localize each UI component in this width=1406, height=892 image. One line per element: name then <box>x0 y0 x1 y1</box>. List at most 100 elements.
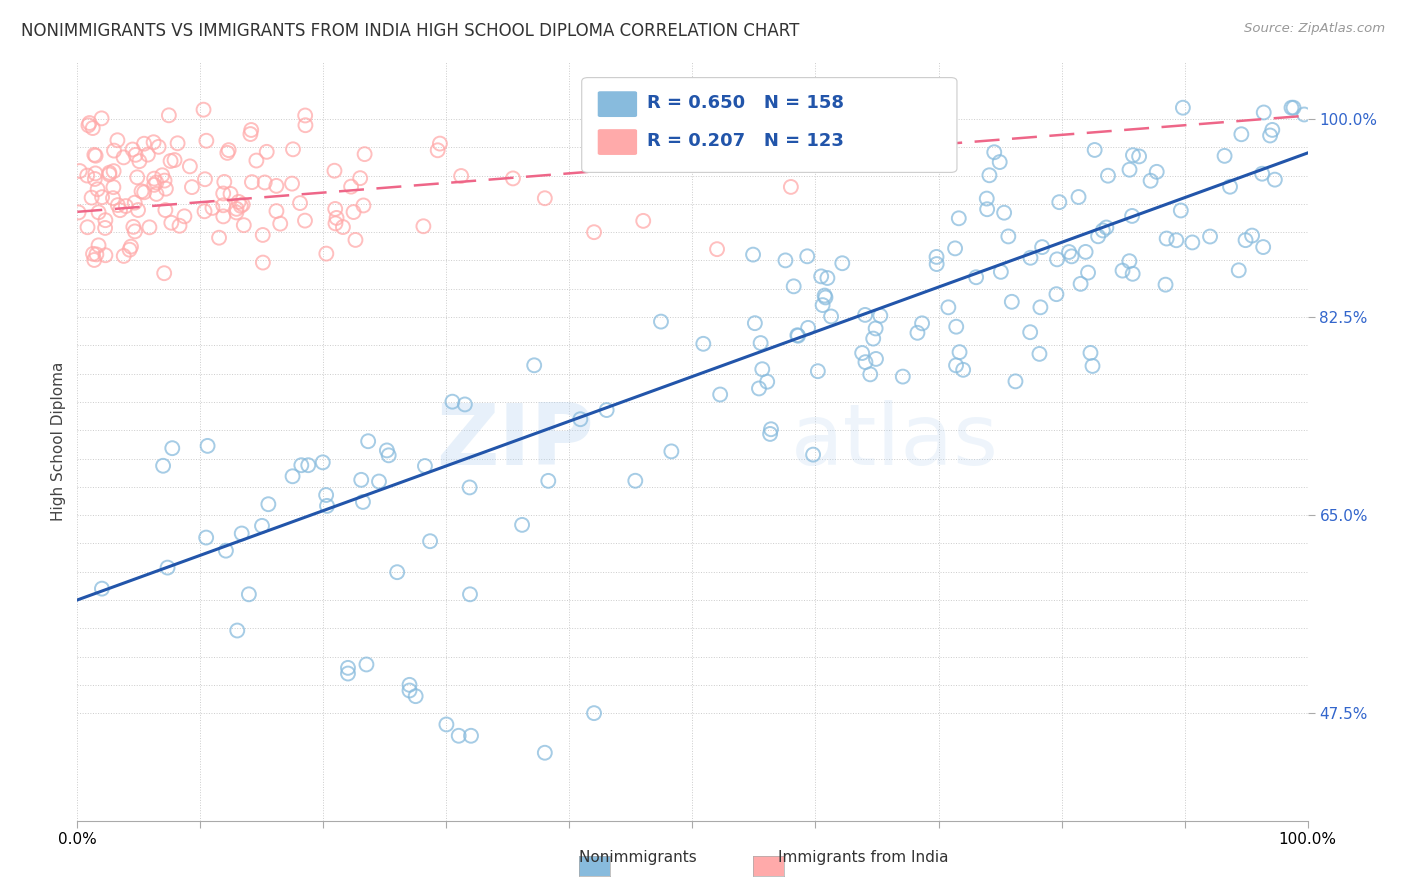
Point <box>352 198 374 212</box>
Y-axis label: High School Diploma: High School Diploma <box>51 362 66 521</box>
Point <box>1251 167 1274 181</box>
Point <box>127 170 149 185</box>
Point <box>460 729 482 743</box>
Point <box>169 219 191 233</box>
Point <box>79 116 101 130</box>
Point <box>706 242 728 256</box>
Point <box>325 211 347 225</box>
Point <box>1154 277 1177 292</box>
Point <box>225 202 247 216</box>
Point <box>624 474 647 488</box>
Point <box>1029 301 1052 315</box>
Point <box>1067 190 1090 204</box>
Point <box>413 458 436 473</box>
Point <box>1060 249 1083 263</box>
Point <box>1047 195 1070 210</box>
Point <box>1139 174 1161 188</box>
Point <box>340 179 363 194</box>
Point <box>352 495 374 509</box>
Point <box>948 211 970 226</box>
Point <box>294 213 316 227</box>
Point <box>94 221 117 235</box>
Point <box>865 351 887 366</box>
Point <box>281 469 304 483</box>
Point <box>107 133 129 147</box>
Point <box>983 145 1005 160</box>
Point <box>323 202 346 216</box>
Point <box>936 301 959 315</box>
Point <box>398 683 420 698</box>
Point <box>245 153 267 168</box>
Point <box>155 182 177 196</box>
Point <box>217 145 239 160</box>
Point <box>337 661 360 675</box>
Point <box>1028 347 1050 361</box>
Point <box>173 210 195 224</box>
Point <box>907 326 929 340</box>
Point <box>153 266 176 280</box>
Point <box>1080 346 1102 360</box>
Point <box>290 458 312 473</box>
Point <box>357 434 380 449</box>
Point <box>232 218 254 232</box>
Point <box>297 458 319 473</box>
Point <box>948 345 970 359</box>
Point <box>159 153 181 168</box>
Point <box>979 168 1001 182</box>
Point <box>1091 223 1114 237</box>
Point <box>1219 179 1241 194</box>
Point <box>250 519 273 533</box>
Point <box>153 173 176 187</box>
Point <box>269 217 291 231</box>
Point <box>353 147 375 161</box>
Point <box>993 205 1015 219</box>
Point <box>101 191 124 205</box>
Point <box>1181 235 1204 250</box>
Point <box>787 328 810 343</box>
Point <box>943 241 966 255</box>
Point <box>114 199 136 213</box>
Point <box>1087 229 1109 244</box>
Point <box>797 321 820 335</box>
Point <box>253 176 276 190</box>
Point <box>145 176 167 190</box>
Point <box>1282 101 1305 115</box>
Point <box>1001 294 1024 309</box>
Point <box>315 246 337 260</box>
Point <box>748 381 770 395</box>
Point <box>1118 162 1140 177</box>
Point <box>583 225 606 239</box>
Point <box>534 191 557 205</box>
Point <box>1156 231 1178 245</box>
Point <box>67 205 90 219</box>
Point <box>1019 251 1042 265</box>
Point <box>239 127 262 141</box>
Point <box>851 346 873 360</box>
Point <box>1045 287 1067 301</box>
Point <box>502 171 524 186</box>
Point <box>801 448 824 462</box>
Point <box>240 175 263 189</box>
Point <box>208 230 231 244</box>
Point <box>1122 267 1144 281</box>
Point <box>212 186 235 201</box>
Point <box>103 180 125 194</box>
Point <box>90 112 112 126</box>
Point <box>83 172 105 186</box>
Point <box>266 204 288 219</box>
Point <box>661 444 683 458</box>
Point <box>323 163 346 178</box>
Point <box>1251 240 1274 254</box>
Point <box>98 168 121 182</box>
Point <box>94 248 117 262</box>
Point <box>142 135 165 149</box>
Point <box>1294 107 1316 121</box>
Point <box>1234 233 1257 247</box>
Point <box>152 458 174 473</box>
Point <box>87 238 110 252</box>
Point <box>118 243 141 257</box>
Point <box>136 147 159 161</box>
Point <box>315 488 337 502</box>
FancyBboxPatch shape <box>582 78 957 172</box>
Point <box>128 154 150 169</box>
